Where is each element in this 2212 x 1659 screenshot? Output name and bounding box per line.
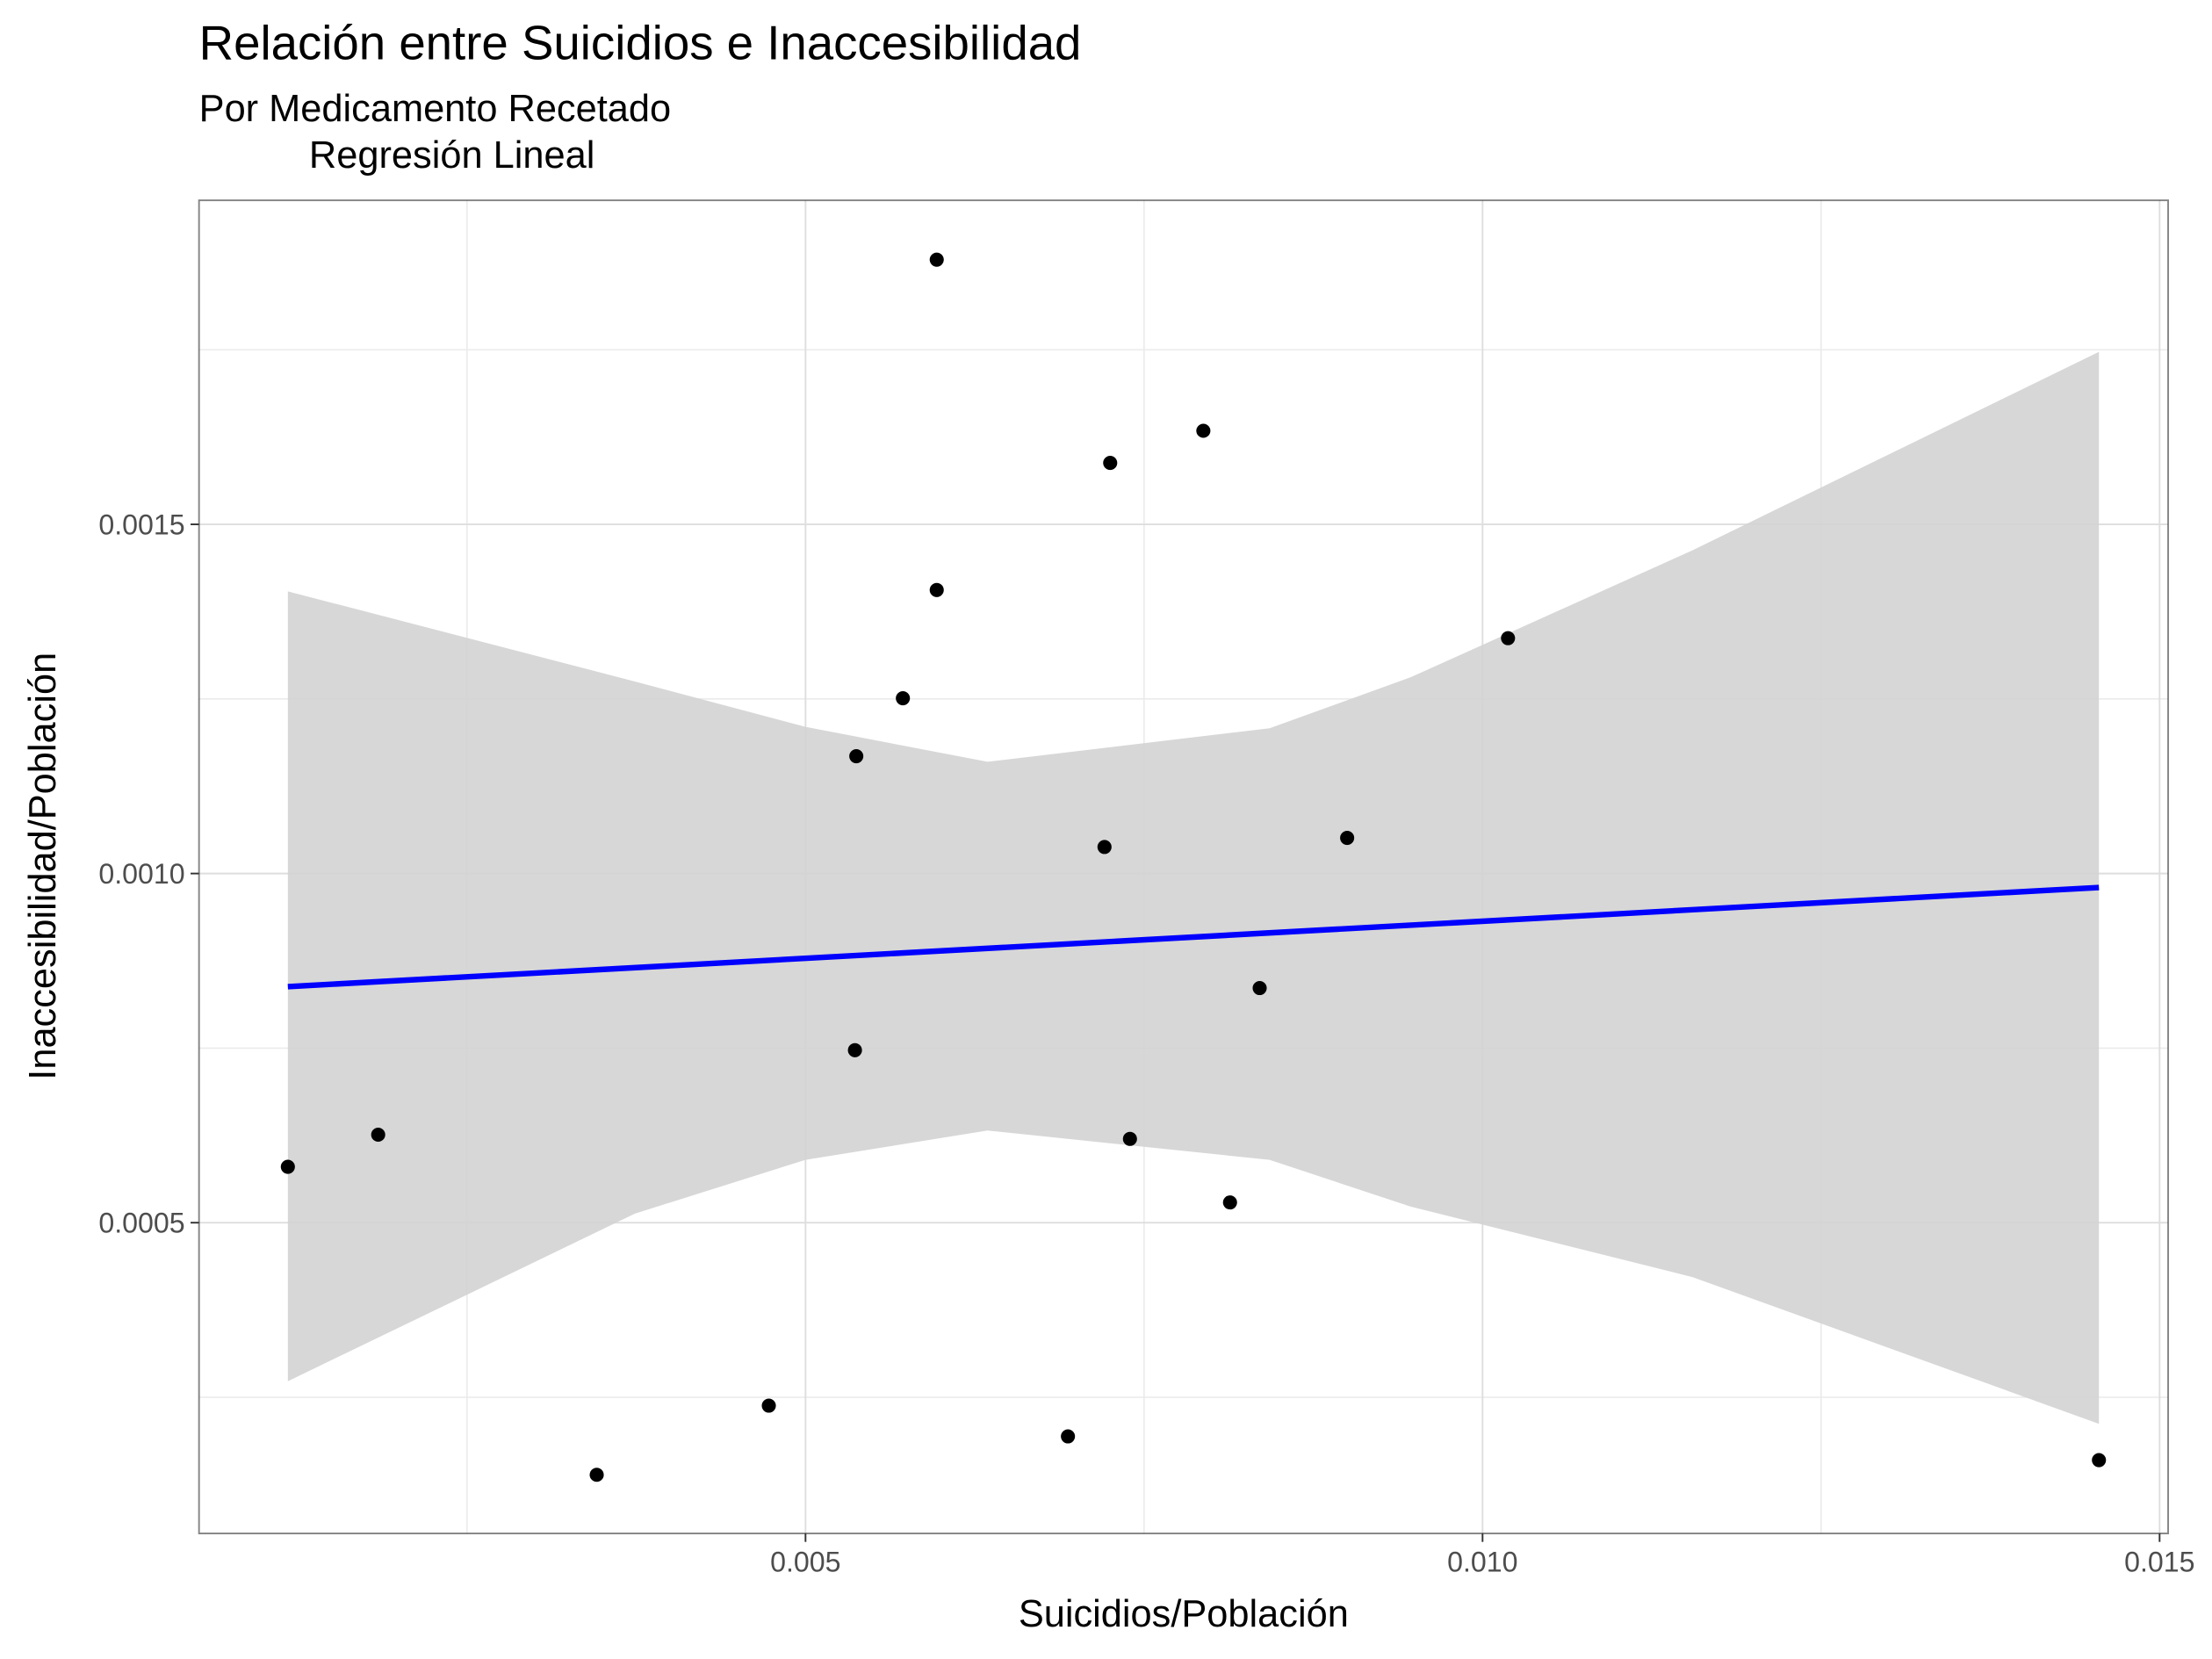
point	[2092, 1453, 2107, 1468]
chart-subtitle: Regresión Lineal	[309, 134, 594, 177]
chart-title: Relación entre Suicidios e Inaccesibilid…	[199, 16, 1082, 69]
x-tick-label: 0.010	[1447, 1546, 1517, 1577]
x-tick-label: 0.015	[2124, 1546, 2194, 1577]
point	[589, 1468, 604, 1482]
point	[371, 1127, 385, 1143]
confidence-band	[287, 351, 2100, 1425]
regression-line	[287, 884, 2100, 990]
point	[1222, 1195, 1237, 1210]
point	[1501, 631, 1516, 646]
x-tick-label: 0.005	[770, 1546, 840, 1577]
point	[280, 1159, 295, 1174]
plot-border	[198, 199, 2170, 1535]
point	[1252, 980, 1267, 996]
point	[1103, 456, 1118, 471]
y-tick-label: 0.0015	[98, 509, 184, 540]
point	[761, 1398, 776, 1413]
chart-subtitle: Por Medicamento Recetado	[199, 88, 671, 130]
point	[1061, 1429, 1076, 1444]
point	[896, 691, 911, 706]
point	[1122, 1131, 1137, 1146]
y-tick-label: 0.0010	[98, 858, 184, 890]
point	[1196, 423, 1211, 438]
y-tick-label: 0.0005	[98, 1207, 184, 1238]
point	[849, 749, 864, 764]
point	[1097, 840, 1112, 855]
point	[847, 1042, 862, 1057]
y-axis-title: Inaccesibilidad/Población	[22, 653, 64, 1080]
x-axis-title: Suicidios/Población	[1019, 1593, 1349, 1635]
point	[1340, 831, 1355, 846]
point	[929, 582, 944, 597]
point	[929, 252, 944, 267]
